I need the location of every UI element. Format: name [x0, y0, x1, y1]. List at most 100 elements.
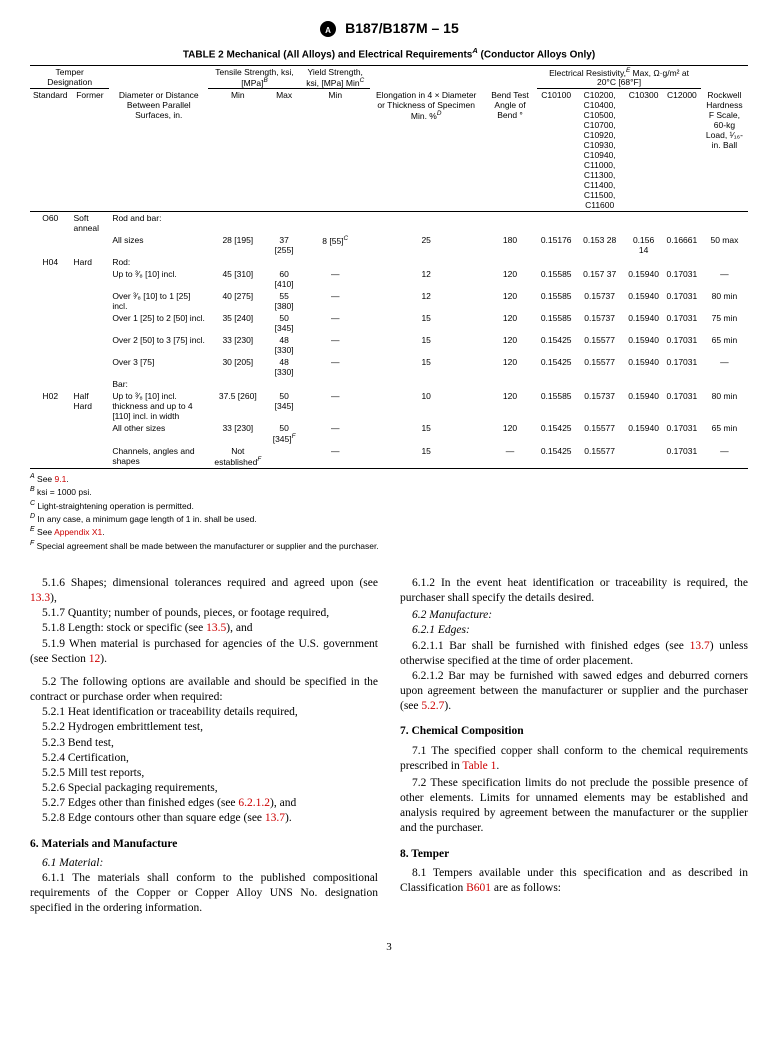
table-cell: —: [301, 390, 370, 422]
para-5.1.7: 5.1.7 Quantity; number of pounds, pieces…: [30, 606, 378, 621]
table-cell: [71, 234, 110, 256]
table-cell: Soft anneal: [71, 212, 110, 234]
table-cell: 120: [483, 290, 537, 312]
table-cell: 0.15577: [575, 334, 624, 356]
table-cell: [663, 378, 701, 390]
doc-code: B187/B187M – 15: [345, 20, 459, 36]
table-cell: —: [483, 445, 537, 468]
th-c12000: C12000: [663, 89, 701, 212]
table-row: Over 2 [50] to 3 [75] incl.33 [230]48 [3…: [30, 334, 748, 356]
table-cell: [483, 378, 537, 390]
table-cell: 0.15425: [537, 356, 575, 378]
table-cell: —: [301, 334, 370, 356]
th-min: Min: [208, 89, 267, 212]
table-cell: 0.17031: [663, 268, 701, 290]
table-cell: 65 min: [701, 334, 748, 356]
footnote-f: F Special agreement shall be made betwee…: [30, 539, 748, 552]
table-row: Over 1 [25] to 2 [50] incl.35 [240]50 [3…: [30, 312, 748, 334]
table-cell: 0.15940: [624, 268, 663, 290]
table-cell: All sizes: [109, 234, 208, 256]
table-cell: [30, 445, 71, 468]
table-cell: 120: [483, 312, 537, 334]
table-cell: 55 [380]: [267, 290, 300, 312]
table-cell: [301, 212, 370, 234]
table-cell: 0.15425: [537, 422, 575, 445]
table-cell: 0.15425: [537, 445, 575, 468]
table-cell: —: [701, 268, 748, 290]
table-cell: Up to ³⁄₈ [10] incl. thickness and up to…: [109, 390, 208, 422]
table-cell: [71, 378, 110, 390]
table-cell: [370, 212, 483, 234]
th-yield-min: Min: [301, 89, 370, 212]
para-5.2.4: 5.2.4 Certification,: [30, 751, 378, 766]
table-row: Over 3 [75]30 [205]48 [330]—151200.15425…: [30, 356, 748, 378]
table-cell: 15: [370, 422, 483, 445]
footnote-b: B ksi = 1000 psi.: [30, 485, 748, 498]
requirements-table: Temper Designation Tensile Strength, ksi…: [30, 65, 748, 469]
table-cell: 120: [483, 334, 537, 356]
para-6.2.1.1: 6.2.1.1 Bar shall be furnished with fini…: [400, 639, 748, 669]
table-cell: 0.17031: [663, 356, 701, 378]
table-cell: [701, 212, 748, 234]
table-cell: 28 [195]: [208, 234, 267, 256]
table-cell: [267, 212, 300, 234]
table-cell: 65 min: [701, 422, 748, 445]
table-cell: 25: [370, 234, 483, 256]
table-cell: 60 [410]: [267, 268, 300, 290]
table-cell: 120: [483, 356, 537, 378]
table-row: Up to ³⁄₈ [10] incl.45 [310]60 [410]—121…: [30, 268, 748, 290]
table-cell: 75 min: [701, 312, 748, 334]
table-cell: 33 [230]: [208, 422, 267, 445]
table-cell: 180: [483, 234, 537, 256]
table-row: Over ³⁄₈ [10] to 1 [25] incl.40 [275]55 …: [30, 290, 748, 312]
th-max: Max: [267, 89, 300, 212]
table-cell: 10: [370, 390, 483, 422]
para-6.1: 6.1 Material:: [30, 856, 378, 871]
th-resist: Electrical Resistivity,E Max, Ω·g/m² at …: [537, 66, 701, 89]
table-cell: Half Hard: [71, 390, 110, 422]
table-cell: [701, 378, 748, 390]
table-cell: [483, 256, 537, 268]
table-cell: [575, 212, 624, 234]
table-row: H02Half HardUp to ³⁄₈ [10] incl. thickne…: [30, 390, 748, 422]
table-cell: [267, 378, 300, 390]
para-5.2.2: 5.2.2 Hydrogen embrittlement test,: [30, 720, 378, 735]
table-cell: —: [301, 312, 370, 334]
table-cell: [30, 234, 71, 256]
table-cell: 0.153 28: [575, 234, 624, 256]
table-cell: Bar:: [109, 378, 208, 390]
table-cell: 15: [370, 356, 483, 378]
table-cell: 50 [345]: [267, 390, 300, 422]
table-cell: [71, 356, 110, 378]
table-cell: All other sizes: [109, 422, 208, 445]
footnote-c: C Light-straightening operation is permi…: [30, 499, 748, 512]
table-cell: Channels, angles and shapes: [109, 445, 208, 468]
th-rockwell: Rockwell Hardness F Scale, 60-kg Load, ¹…: [701, 89, 748, 212]
body-columns: 5.1.6 Shapes; dimensional tolerances req…: [30, 576, 748, 917]
table-cell: Over 1 [25] to 2 [50] incl.: [109, 312, 208, 334]
right-column: 6.1.2 In the event heat identification o…: [400, 576, 748, 917]
table-cell: 0.16661: [663, 234, 701, 256]
table-cell: —: [301, 268, 370, 290]
table-cell: [624, 378, 663, 390]
page-number: 3: [30, 941, 748, 953]
th-tensile: Tensile Strength, ksi, [MPa]B: [208, 66, 301, 89]
table-cell: 0.15585: [537, 268, 575, 290]
para-5.1.8: 5.1.8 Length: stock or specific (see 13.…: [30, 621, 378, 636]
table-title: TABLE 2 Mechanical (All Alloys) and Elec…: [30, 46, 748, 60]
table-cell: [575, 256, 624, 268]
table-cell: 0.17031: [663, 290, 701, 312]
table-cell: 0.17031: [663, 390, 701, 422]
table-row: All sizes28 [195]37 [255]8 [55]C251800.1…: [30, 234, 748, 256]
table-cell: [71, 445, 110, 468]
para-5.2.8: 5.2.8 Edge contours other than square ed…: [30, 811, 378, 826]
table-cell: [267, 256, 300, 268]
table-cell: [30, 290, 71, 312]
table-cell: 0.15737: [575, 390, 624, 422]
table-cell: 15: [370, 334, 483, 356]
table-cell: [301, 256, 370, 268]
table-cell: 30 [205]: [208, 356, 267, 378]
table-cell: [701, 256, 748, 268]
table-cell: Up to ³⁄₈ [10] incl.: [109, 268, 208, 290]
table-cell: 0.17031: [663, 422, 701, 445]
